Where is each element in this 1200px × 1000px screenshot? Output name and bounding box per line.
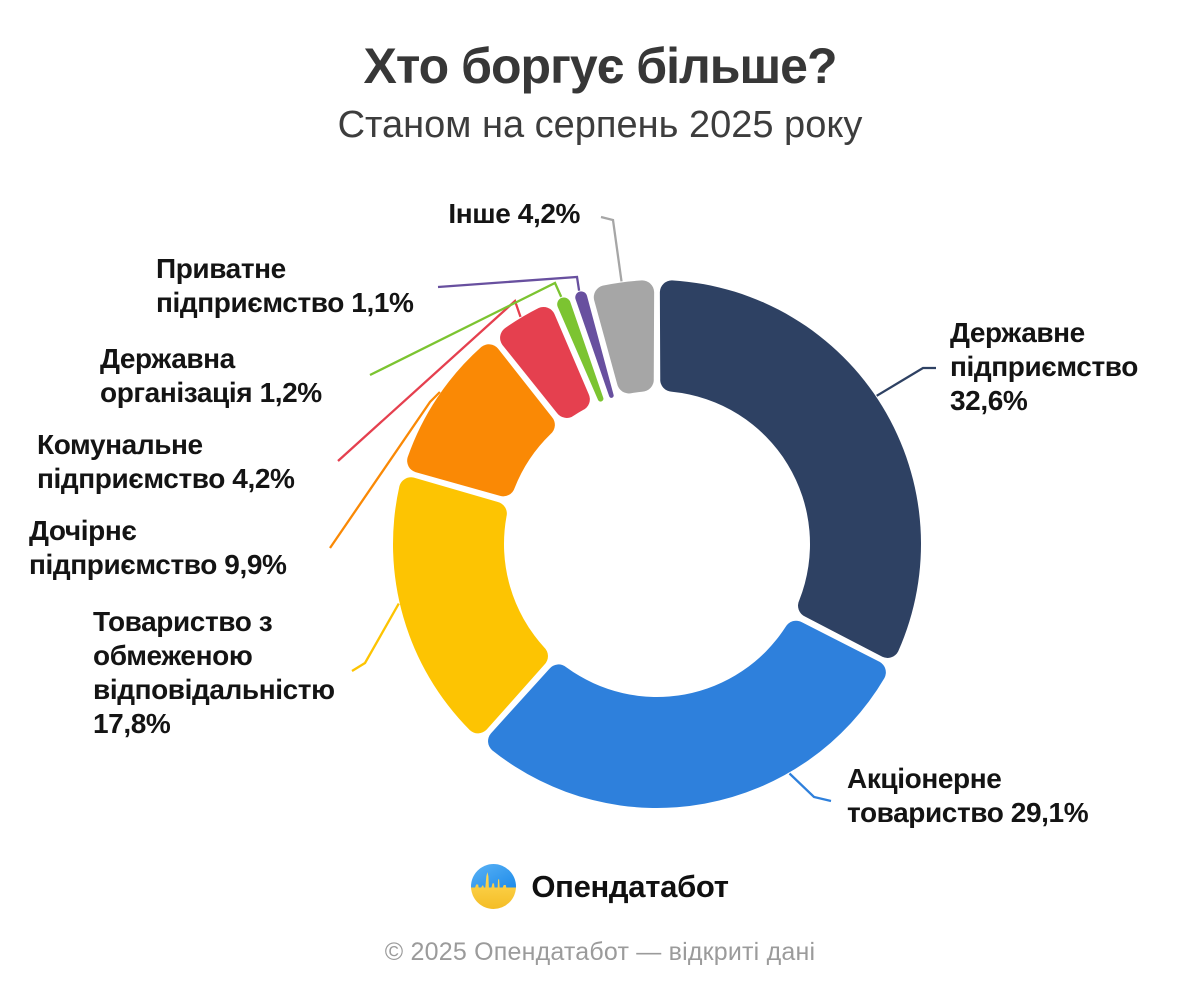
leader-line-inshe bbox=[600, 215, 623, 282]
opendatabot-logo-text: Опендатабот bbox=[531, 868, 729, 904]
leader-line-derzhavne-pidpryiemstvo bbox=[876, 366, 936, 397]
opendatabot-logo-icon bbox=[471, 864, 517, 909]
chart-subtitle: Станом на серпень 2025 року bbox=[337, 104, 863, 146]
leader-line-komunalne-pidpryiemstvo bbox=[337, 298, 522, 462]
pie-slice-derzhavne-pidpryiemstvo bbox=[659, 280, 922, 658]
leader-line-tovarystvo-z-obmezhenoiu bbox=[351, 603, 400, 672]
copyright-line: © 2025 Опендатабот — відкриті дані bbox=[384, 938, 816, 966]
pie-slice-tovarystvo-z-obmezhenoiu bbox=[393, 477, 548, 734]
leader-line-aktsionerne-tovarystvo bbox=[788, 772, 832, 803]
slice-label-dochirne-pidpryiemstvo: Дочірнє підприємство 9,9% bbox=[29, 515, 287, 580]
leader-line-pryvatne-pidpryiemstvo bbox=[437, 275, 581, 291]
opendatabot-brand: Опендатабот bbox=[0, 864, 1200, 909]
pie-slice-dochirne-pidpryiemstvo bbox=[407, 344, 555, 497]
pie-slice-pryvatne-pidpryiemstvo bbox=[575, 291, 614, 398]
pie-slice-aktsionerne-tovarystvo bbox=[488, 620, 886, 808]
slice-label-aktsionerne-tovarystvo: Акціонерне товариство 29,1% bbox=[847, 763, 1089, 828]
pie-slice-derzhavna-orhanizatsiia bbox=[557, 297, 604, 402]
pie-slice-komunalne-pidpryiemstvo bbox=[500, 306, 590, 418]
slice-label-pryvatne-pidpryiemstvo: Приватне підприємство 1,1% bbox=[156, 253, 414, 318]
pie-slice-inshe bbox=[593, 280, 655, 394]
slice-label-inshe: Інше 4,2% bbox=[448, 198, 580, 229]
leader-line-dochirne-pidpryiemstvo bbox=[329, 391, 441, 549]
slice-label-derzhavne-pidpryiemstvo: Державне підприємство 32,6% bbox=[950, 317, 1138, 416]
leader-line-derzhavna-orhanizatsiia bbox=[369, 281, 563, 377]
slice-label-komunalne-pidpryiemstvo: Комунальне підприємство 4,2% bbox=[37, 429, 295, 494]
slice-label-tovarystvo-z-obmezhenoiu: Товариство з обмеженою відповідальністю … bbox=[93, 606, 335, 739]
slice-label-derzhavna-orhanizatsiia: Державна організація 1,2% bbox=[100, 343, 322, 408]
chart-title: Хто боргує більше? bbox=[363, 38, 837, 94]
